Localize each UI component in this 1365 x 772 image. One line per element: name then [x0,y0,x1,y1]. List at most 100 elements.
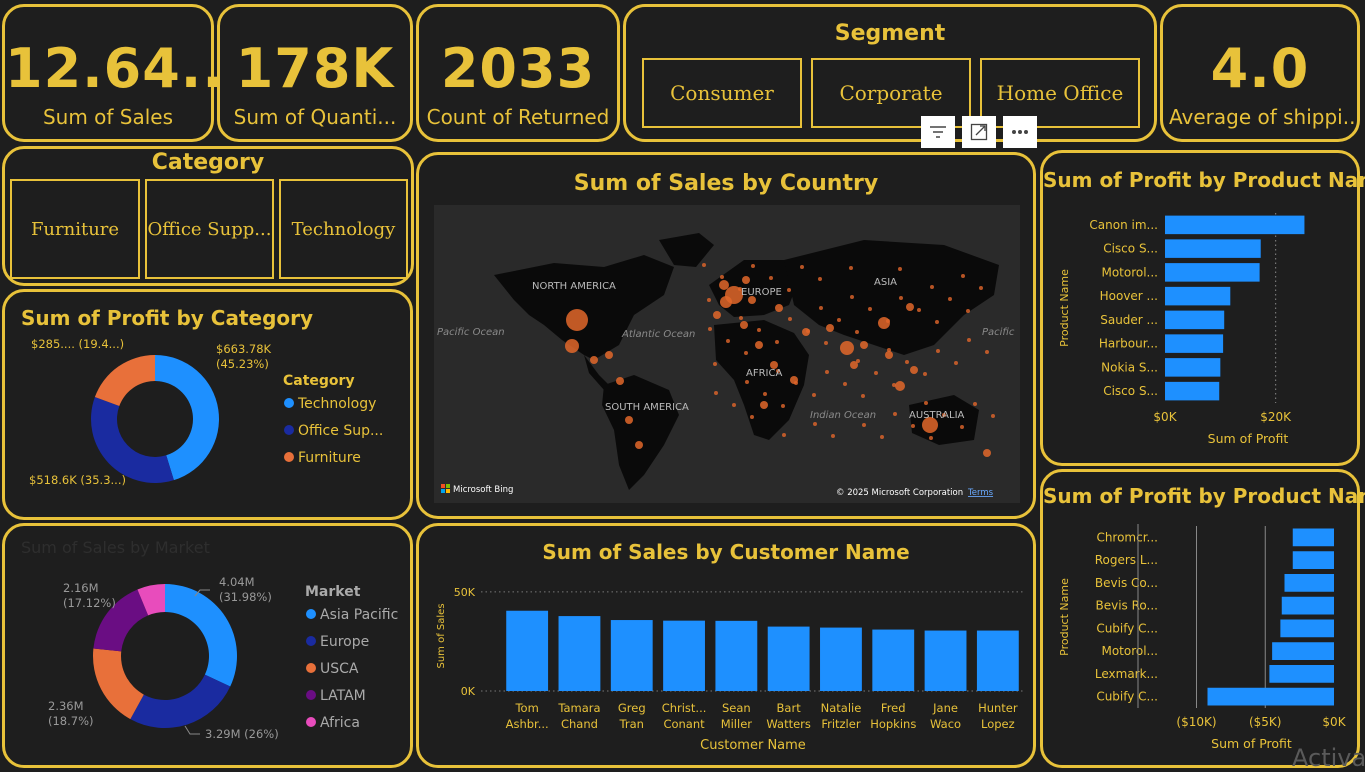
more-options-icon[interactable] [1003,116,1037,148]
kpi-card-quantity[interactable]: 178K Sum of Quanti... [217,4,413,142]
legend-item[interactable]: Asia Pacific [320,607,398,623]
map-bubble[interactable] [770,361,778,369]
map-bubble[interactable] [702,263,706,267]
map-bubble[interactable] [887,348,891,352]
map-bubble[interactable] [936,349,940,353]
map-bubble[interactable] [794,381,798,385]
donut-slice[interactable] [155,355,219,481]
map-bubble[interactable] [849,266,853,270]
map-bubble[interactable] [825,370,829,374]
map-bubble[interactable] [973,402,977,406]
map-bubble[interactable] [874,371,878,375]
map-bubble[interactable] [880,435,884,439]
segment-option-corporate[interactable]: Corporate [811,58,971,128]
focus-mode-icon[interactable] [962,116,996,148]
bar[interactable] [1292,551,1334,569]
bar[interactable] [1272,642,1334,660]
map-bubble[interactable] [850,361,858,369]
map-bubble[interactable] [850,295,854,299]
kpi-card-returned[interactable]: 2033 Count of Returned [416,4,620,142]
category-option-furniture[interactable]: Furniture [10,179,140,279]
map-bubble[interactable] [787,288,791,292]
map-bubble[interactable] [707,298,711,302]
map-bubble[interactable] [776,369,780,373]
map-bubble[interactable] [961,274,965,278]
map-bubble[interactable] [720,275,724,279]
map-bubble[interactable] [948,297,952,301]
bar[interactable] [1165,310,1225,330]
bar[interactable] [1207,687,1335,706]
category-option-technology[interactable]: Technology [279,179,408,279]
map-bubble[interactable] [769,276,773,280]
donut-slice[interactable] [130,674,231,728]
map-bubble[interactable] [910,366,918,374]
map-bubble[interactable] [935,320,939,324]
bar[interactable] [872,629,915,691]
map-bubble[interactable] [739,316,743,320]
map-bubble[interactable] [893,412,897,416]
map-bubble[interactable] [991,414,995,418]
map-bubble[interactable] [625,416,633,424]
map-bubble[interactable] [917,308,921,312]
map-terms-link[interactable]: Terms [967,488,994,498]
map-bubble[interactable] [922,417,938,433]
legend-item[interactable]: Africa [320,715,360,731]
map-bubble[interactable] [726,339,730,343]
bar[interactable] [1292,528,1334,547]
map-bubble[interactable] [826,324,834,332]
map-bubble[interactable] [719,280,729,290]
map-bubble[interactable] [954,361,958,365]
map-bubble[interactable] [861,394,865,398]
map-bubble[interactable] [905,360,909,364]
bar[interactable] [1165,381,1220,401]
map-bubble[interactable] [750,415,754,419]
bar[interactable] [558,616,601,691]
bar[interactable] [1281,596,1334,615]
bar[interactable] [820,627,862,691]
map-bubble[interactable] [966,309,970,313]
bar[interactable] [976,630,1019,691]
bar[interactable] [1165,263,1260,282]
legend-item[interactable]: USCA [320,661,359,677]
map-bubble[interactable] [806,329,810,333]
legend-item[interactable]: Europe [320,634,369,650]
map-bubble[interactable] [924,401,928,405]
map-bubble[interactable] [906,303,914,311]
bar[interactable] [1165,239,1261,258]
map-bubble[interactable] [744,351,748,355]
map-bubble[interactable] [929,436,933,440]
map-bubble[interactable] [800,265,804,269]
map-bubble[interactable] [983,449,991,457]
map-bubble[interactable] [878,317,890,329]
map-bubble[interactable] [725,286,743,304]
map-bubble[interactable] [760,401,768,409]
map-bubble[interactable] [930,285,934,289]
map-bubble[interactable] [960,425,964,429]
map-bubble[interactable] [899,296,903,300]
bar[interactable] [767,626,810,691]
map-bubble[interactable] [885,351,893,359]
map-bubble[interactable] [985,350,989,354]
segment-option-consumer[interactable]: Consumer [642,58,802,128]
map-bubble[interactable] [732,403,736,407]
map-bubble[interactable] [757,328,761,332]
map-bubble[interactable] [868,307,872,311]
donut-slice[interactable] [165,584,237,687]
filter-icon[interactable] [921,116,955,148]
map-bubble[interactable] [605,351,613,359]
bar[interactable] [1165,334,1224,353]
sales-by-customer-card[interactable]: Sum of Sales by Customer Name 0K 50K Tom As… [416,523,1036,768]
profit-top-products-card[interactable]: Sum of Profit by Product Name $0K $20K Can… [1040,150,1365,466]
map-bubble[interactable] [840,341,854,355]
map-bubble[interactable] [923,372,927,376]
map-bubble[interactable] [616,377,624,385]
bar[interactable] [1280,619,1334,638]
map-bubble[interactable] [788,317,792,321]
donut-slice[interactable] [137,584,165,616]
map-bubble[interactable] [775,304,783,312]
map-bubble[interactable] [713,311,721,319]
category-option-office-supplies[interactable]: Office Supp... [145,179,274,279]
map-bubble[interactable] [813,422,817,426]
legend-item[interactable]: Office Sup... [298,423,383,439]
map-bubble[interactable] [886,319,890,323]
